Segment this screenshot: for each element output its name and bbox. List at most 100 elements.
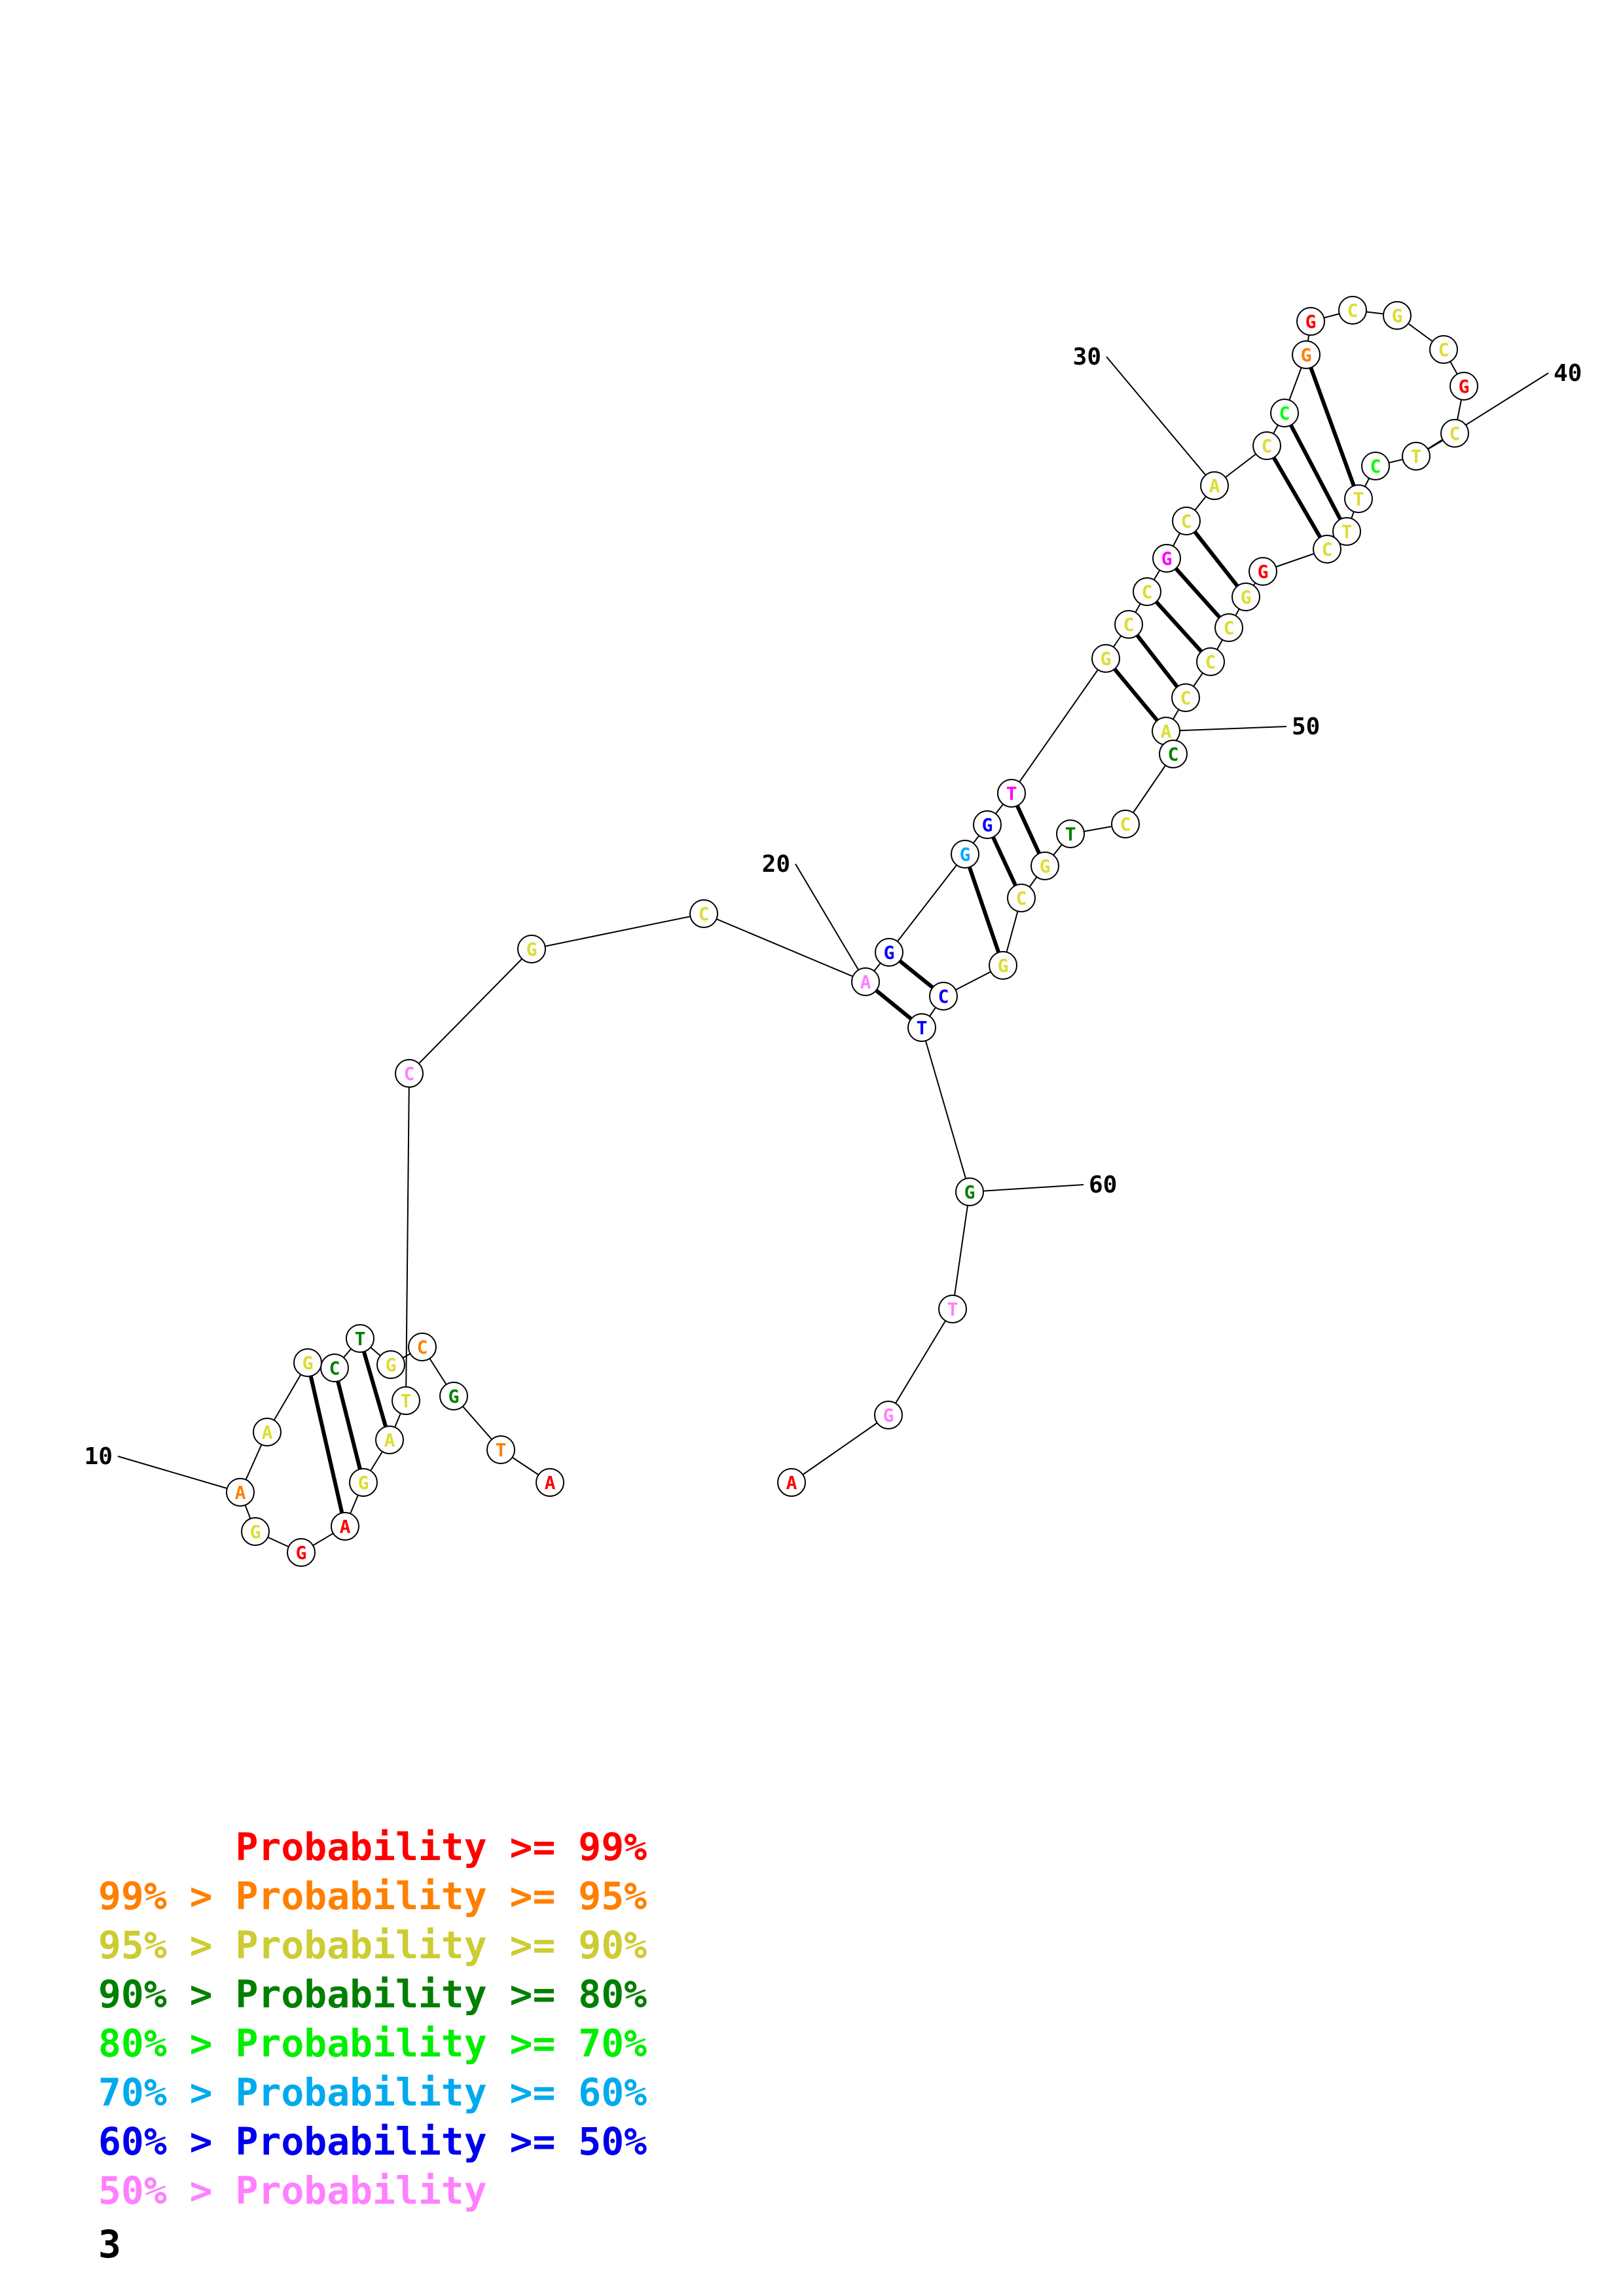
- nucleotide-letter: T: [1065, 823, 1076, 845]
- nucleotide: A: [1200, 471, 1229, 500]
- position-tick-line: [1106, 356, 1215, 486]
- nucleotide-circle: [536, 1468, 564, 1497]
- nucleotide: G: [439, 1382, 468, 1410]
- nucleotide: G: [1296, 307, 1325, 336]
- nucleotide-letter: C: [1347, 300, 1359, 321]
- nucleotide-letter: C: [1438, 339, 1450, 361]
- nucleotide: C: [1172, 507, 1201, 535]
- legend-prefix: 50% >: [98, 2168, 236, 2213]
- nucleotide-letter: C: [1123, 614, 1135, 636]
- base-pair-line: [1184, 520, 1248, 598]
- nucleotide-circle: [1214, 613, 1243, 642]
- backbone-segment: [888, 853, 966, 953]
- nucleotide: T: [907, 1013, 936, 1042]
- nucleotide: G: [241, 1517, 270, 1546]
- nucleotide: G: [287, 1538, 316, 1567]
- nucleotide: T: [1056, 819, 1085, 848]
- nucleotide: T: [392, 1386, 420, 1415]
- nucleotide-letter: C: [1180, 687, 1192, 709]
- nucleotide: C: [1313, 535, 1341, 564]
- backbone-segment: [791, 1414, 889, 1483]
- position-tick-line: [1415, 372, 1549, 457]
- nucleotide-letter: G: [448, 1386, 460, 1407]
- legend-text: Probability: [235, 2168, 487, 2213]
- nucleotide: G: [1383, 301, 1412, 330]
- nucleotide: C: [1270, 399, 1299, 427]
- base-pair-line: [1104, 657, 1168, 732]
- legend-prefix: [98, 1825, 236, 1869]
- nucleotide-circle: [997, 779, 1026, 808]
- base-pair-line: [358, 1338, 392, 1441]
- nucleotide: A: [253, 1418, 282, 1446]
- nucleotide-letter: G: [1305, 311, 1317, 332]
- nucleotide-circle: [951, 840, 979, 869]
- nucleotide: G: [1249, 557, 1277, 586]
- nucleotide-letter: A: [235, 1482, 246, 1503]
- base-pair-line: [963, 853, 1005, 966]
- nucleotide: G: [973, 810, 1002, 839]
- backbone-segment: [405, 1073, 410, 1401]
- probability-legend: Probability >= 99% 99% > Probability >= 9…: [98, 1823, 647, 2215]
- nucleotide-letter: T: [917, 1017, 928, 1039]
- nucleotide-circle: [1332, 517, 1361, 546]
- nucleotide-letter: G: [998, 955, 1009, 977]
- nucleotide-letter: C: [329, 1357, 340, 1379]
- nucleotide: G: [376, 1350, 405, 1379]
- nucleotide-letter: C: [1016, 888, 1027, 909]
- nucleotide: T: [997, 779, 1026, 808]
- nucleotide-letter: T: [401, 1390, 412, 1412]
- nucleotide-letter: C: [1168, 744, 1179, 765]
- nucleotide: G: [517, 935, 546, 963]
- nucleotide-letter: C: [1142, 581, 1153, 603]
- nucleotide-letter: T: [496, 1439, 507, 1461]
- nucleotide-circle: [408, 1333, 437, 1361]
- nucleotide-circle: [349, 1468, 378, 1497]
- nucleotide-circle: [929, 982, 958, 1011]
- nucleotide: A: [777, 1468, 806, 1497]
- nucleotide: C: [1133, 577, 1161, 606]
- nucleotide: C: [1007, 884, 1036, 912]
- nucleotide-circle: [973, 810, 1002, 839]
- nucleotide-letter: T: [947, 1299, 958, 1320]
- nucleotide: C: [1440, 419, 1469, 448]
- nucleotide-letter: G: [1040, 855, 1051, 877]
- nucleotide: C: [1196, 647, 1225, 676]
- nucleotide-circle: [1172, 507, 1201, 535]
- nucleotide-letter: G: [1301, 344, 1312, 366]
- nucleotide-letter: C: [1205, 651, 1216, 673]
- base-pair-lines: [306, 353, 1360, 1527]
- nucleotide-circle: [1231, 583, 1260, 611]
- position-label: 20: [762, 851, 790, 878]
- nucleotide-circle: [874, 1401, 903, 1429]
- nucleotide-circle: [226, 1478, 255, 1507]
- nucleotide-circle: [989, 951, 1017, 980]
- nucleotide: G: [1450, 372, 1478, 401]
- nucleotide-circle: [689, 899, 718, 928]
- nucleotide-circle: [293, 1348, 322, 1377]
- nucleotide-letter: G: [358, 1472, 369, 1494]
- nucleotide: G: [951, 840, 979, 869]
- nucleotide-circle: [1171, 683, 1200, 712]
- nucleotide: T: [1332, 517, 1361, 546]
- nucleotide-letter: G: [1392, 305, 1403, 327]
- nucleotide-circle: [1114, 610, 1143, 639]
- nucleotide-circle: [1361, 452, 1390, 480]
- nucleotide: C: [395, 1059, 424, 1088]
- nucleotide: T: [938, 1295, 967, 1323]
- nucleotide-circle: [395, 1059, 424, 1088]
- nucleotide: A: [851, 967, 880, 996]
- nucleotide-letter: G: [1161, 548, 1173, 569]
- nucleotide-circle: [1133, 577, 1161, 606]
- nucleotide-circle: [375, 1426, 404, 1454]
- nucleotide-letter: G: [960, 844, 971, 865]
- nucleotide: G: [1292, 340, 1321, 369]
- legend-text: Probability >= 95%: [235, 1874, 647, 1918]
- legend-prefix: 80% >: [98, 2021, 236, 2066]
- nucleotide-letter: T: [1341, 521, 1353, 543]
- nucleotide-circle: [1292, 340, 1321, 369]
- base-pair-line: [1304, 353, 1360, 500]
- nucleotide-circle: [241, 1517, 270, 1546]
- legend-prefix: 70% >: [98, 2070, 236, 2115]
- nucleotide-circle: [1429, 335, 1458, 364]
